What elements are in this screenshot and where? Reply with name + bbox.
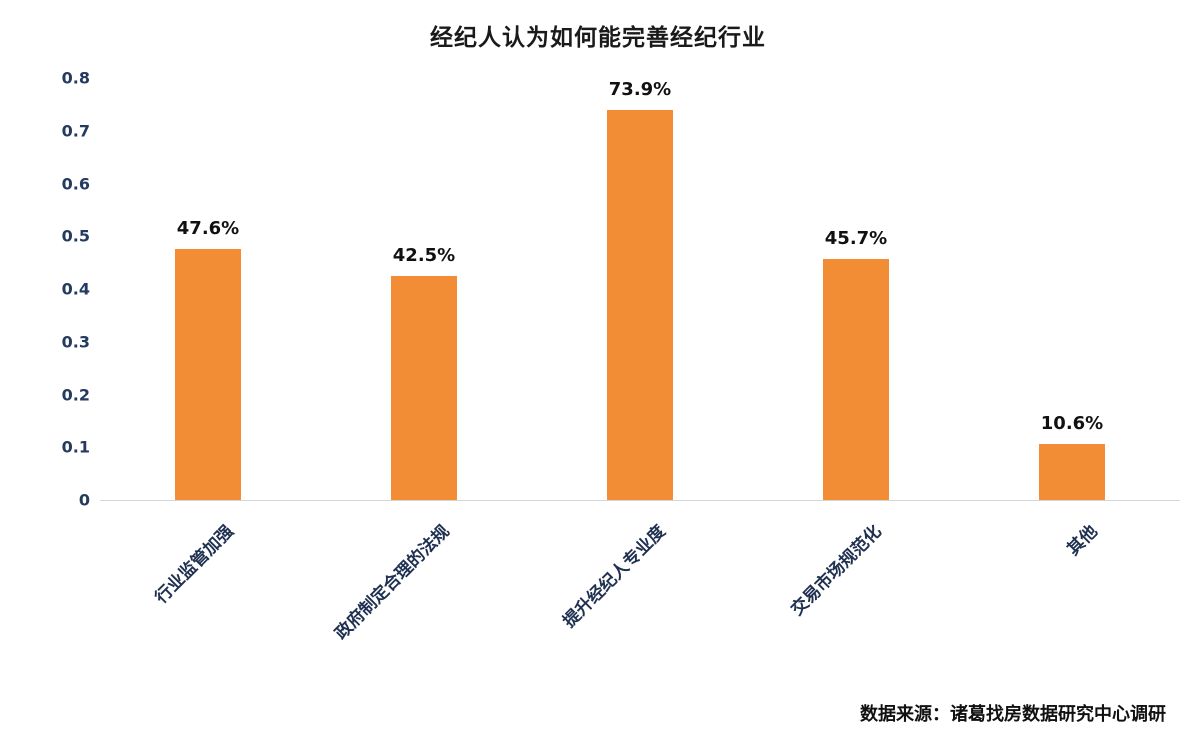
category-label: 交易市场规范化 xyxy=(787,521,886,620)
y-axis-tick-label: 0.6 xyxy=(61,174,90,193)
bar-value-label: 42.5% xyxy=(392,244,456,266)
x-axis-line xyxy=(100,500,1180,501)
y-axis-tick-label: 0.4 xyxy=(61,279,90,299)
y-axis-tick-label: 0.7 xyxy=(61,121,90,141)
bar xyxy=(607,110,673,500)
bar-value-label: 47.6% xyxy=(176,217,240,239)
y-axis-tick-label: 0.1 xyxy=(61,437,90,457)
category-label: 提升经纪人专业度 xyxy=(559,521,670,632)
y-axis-tick-label: 0.3 xyxy=(61,332,90,352)
category-label: 其他 xyxy=(1063,521,1102,560)
category-label: 政府制定合理的法规 xyxy=(331,521,454,644)
y-axis-tick-label: 0.5 xyxy=(61,226,90,246)
y-axis-tick-label: 0 xyxy=(78,490,90,510)
bar xyxy=(1039,444,1105,500)
chart-title: 经纪人认为如何能完善经纪行业 xyxy=(430,25,766,51)
category-label: 行业监管加强 xyxy=(151,521,238,608)
bar xyxy=(391,275,457,500)
y-axis-tick-label: 0.2 xyxy=(61,385,90,404)
source-note: 数据来源：诸葛找房数据研究中心调研 xyxy=(860,704,1166,725)
bar xyxy=(823,258,889,500)
bar xyxy=(175,248,241,500)
bar-value-label: 10.6% xyxy=(1040,413,1104,435)
bar-value-label: 45.7% xyxy=(824,227,888,249)
y-axis-tick-label: 0.8 xyxy=(61,68,90,88)
bar-value-label: 73.9% xyxy=(608,79,672,101)
